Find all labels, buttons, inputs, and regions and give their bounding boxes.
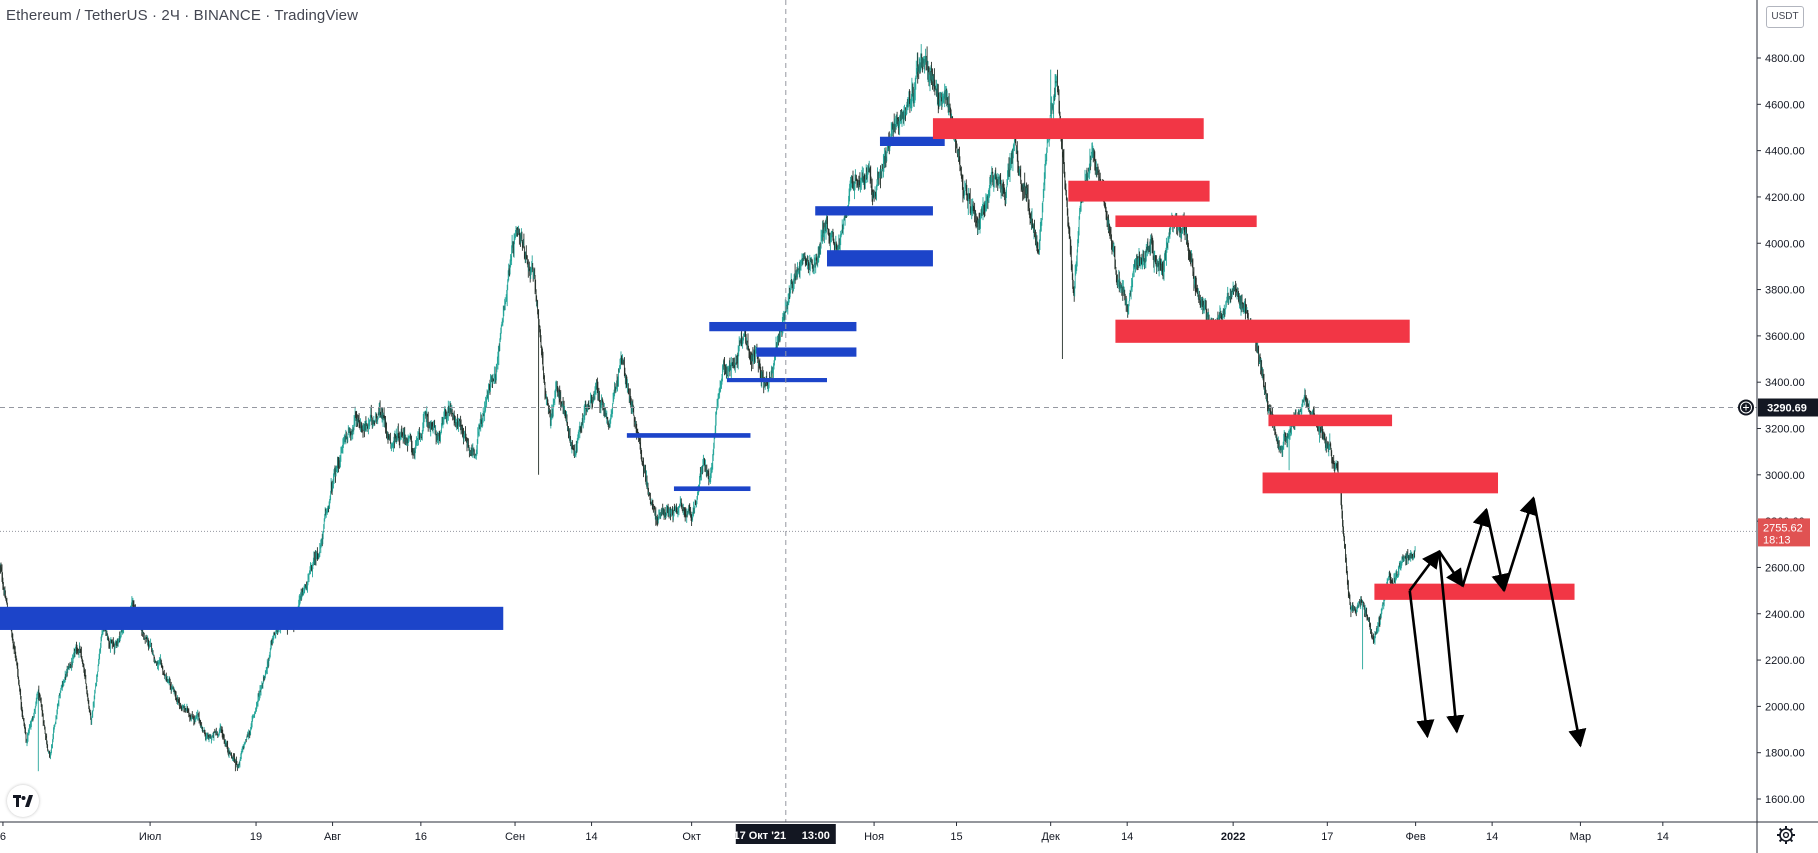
support-zone: [709, 321, 857, 332]
projection-arrow: [1484, 509, 1510, 593]
price-tick-label: 2400.00: [1765, 609, 1805, 621]
currency-button[interactable]: USDT: [1766, 6, 1804, 28]
time-tick-label: 14: [1121, 831, 1133, 843]
chart-title: Ethereum / TetherUS · 2Ч · BINANCE · Tra…: [6, 7, 358, 24]
tradingview-logo-icon[interactable]: [7, 785, 39, 817]
crosshair-price-text: 3290.69: [1767, 402, 1807, 414]
resistance-zone: [1115, 215, 1257, 228]
resistance-zone: [1374, 583, 1575, 600]
price-tick-label: 2000.00: [1765, 701, 1805, 713]
support-zone: [673, 486, 751, 492]
time-tick-label: 14: [585, 831, 597, 843]
price-tick-label: 2200.00: [1765, 655, 1805, 667]
price-tick-label: 3800.00: [1765, 285, 1805, 297]
title-separator: ·: [151, 7, 158, 24]
price-axis-background: [1757, 0, 1818, 853]
time-tick-label: 14: [1657, 831, 1669, 843]
price-tick-label: 3400.00: [1765, 377, 1805, 389]
time-tick-label: Сен: [505, 831, 525, 843]
symbol-label[interactable]: Ethereum / TetherUS: [6, 7, 148, 24]
crosshair-price-label: [1758, 398, 1818, 417]
time-tick-label: 17: [1321, 831, 1333, 843]
title-separator: ·: [265, 7, 271, 24]
price-tick-label: 1800.00: [1765, 748, 1805, 760]
support-zone: [826, 250, 933, 267]
price-tick-label: 1600.00: [1765, 794, 1805, 806]
last-price-label: [1758, 518, 1810, 547]
time-tick-label: Мар: [1570, 831, 1592, 843]
time-tick-label: Ноя: [864, 831, 884, 843]
source-label: TradingView: [274, 7, 359, 24]
projection-arrow: [1461, 507, 1491, 587]
time-tick-label: 15: [950, 831, 962, 843]
candlestick-series: [0, 44, 1416, 772]
support-zone: [626, 433, 751, 438]
countdown-text: 18:13: [1763, 534, 1791, 546]
support-zone: [726, 378, 827, 383]
crosshair-time-label: [735, 824, 836, 844]
title-separator: ·: [184, 7, 190, 24]
time-tick-label: Дек: [1041, 831, 1060, 843]
resistance-zone: [1268, 414, 1393, 427]
support-zone: [0, 606, 504, 630]
projection-arrows: [1408, 496, 1587, 748]
projection-arrow: [1408, 549, 1441, 592]
price-tick-label: 2600.00: [1765, 562, 1805, 574]
interval-label[interactable]: 2Ч: [161, 7, 180, 24]
support-zone: [815, 206, 933, 216]
resistance-zone: [1115, 319, 1410, 343]
projection-arrow: [1437, 551, 1465, 734]
time-tick-label: Фев: [1405, 831, 1425, 843]
price-tick-label: 4200.00: [1765, 192, 1805, 204]
support-zone: [879, 136, 945, 146]
zone-drawings: [0, 118, 1575, 630]
time-tick-label: 19: [250, 831, 262, 843]
crosshair-date-text: 17 Окт '21: [733, 830, 786, 842]
resistance-zone: [1068, 180, 1210, 202]
price-tick-label: 3600.00: [1765, 331, 1805, 343]
price-tick-label: 4400.00: [1765, 146, 1805, 158]
time-tick-label: Авг: [324, 831, 341, 843]
price-tick-label: 3000.00: [1765, 470, 1805, 482]
time-tick-label: 16: [415, 831, 427, 843]
time-tick-label: 2022: [1221, 831, 1245, 843]
last-price-text: 2755.62: [1763, 522, 1803, 534]
projection-arrow: [1438, 550, 1464, 588]
projection-arrow: [1408, 590, 1435, 739]
exchange-label: BINANCE: [193, 7, 261, 24]
support-zone: [756, 347, 857, 357]
price-tick-label: 4000.00: [1765, 238, 1805, 250]
projection-arrow: [1532, 497, 1587, 748]
resistance-zone: [932, 118, 1204, 140]
price-tick-label: 4600.00: [1765, 99, 1805, 111]
price-tick-label: 4800.00: [1765, 53, 1805, 65]
time-axis-background: [0, 822, 1818, 853]
projection-arrow: [1502, 496, 1538, 591]
time-tick-label: Окт: [682, 831, 701, 843]
horizontal-lines: [0, 0, 1757, 822]
plus-circle-icon: [1738, 399, 1754, 416]
resistance-zone: [1262, 472, 1499, 494]
gear-icon[interactable]: [1775, 824, 1797, 846]
crosshair-time-text: 13:00: [802, 830, 830, 842]
time-tick-label: Июл: [139, 831, 161, 843]
price-tick-label: 3200.00: [1765, 424, 1805, 436]
time-tick-label: 14: [1486, 831, 1498, 843]
time-tick-label: 6: [0, 831, 6, 843]
